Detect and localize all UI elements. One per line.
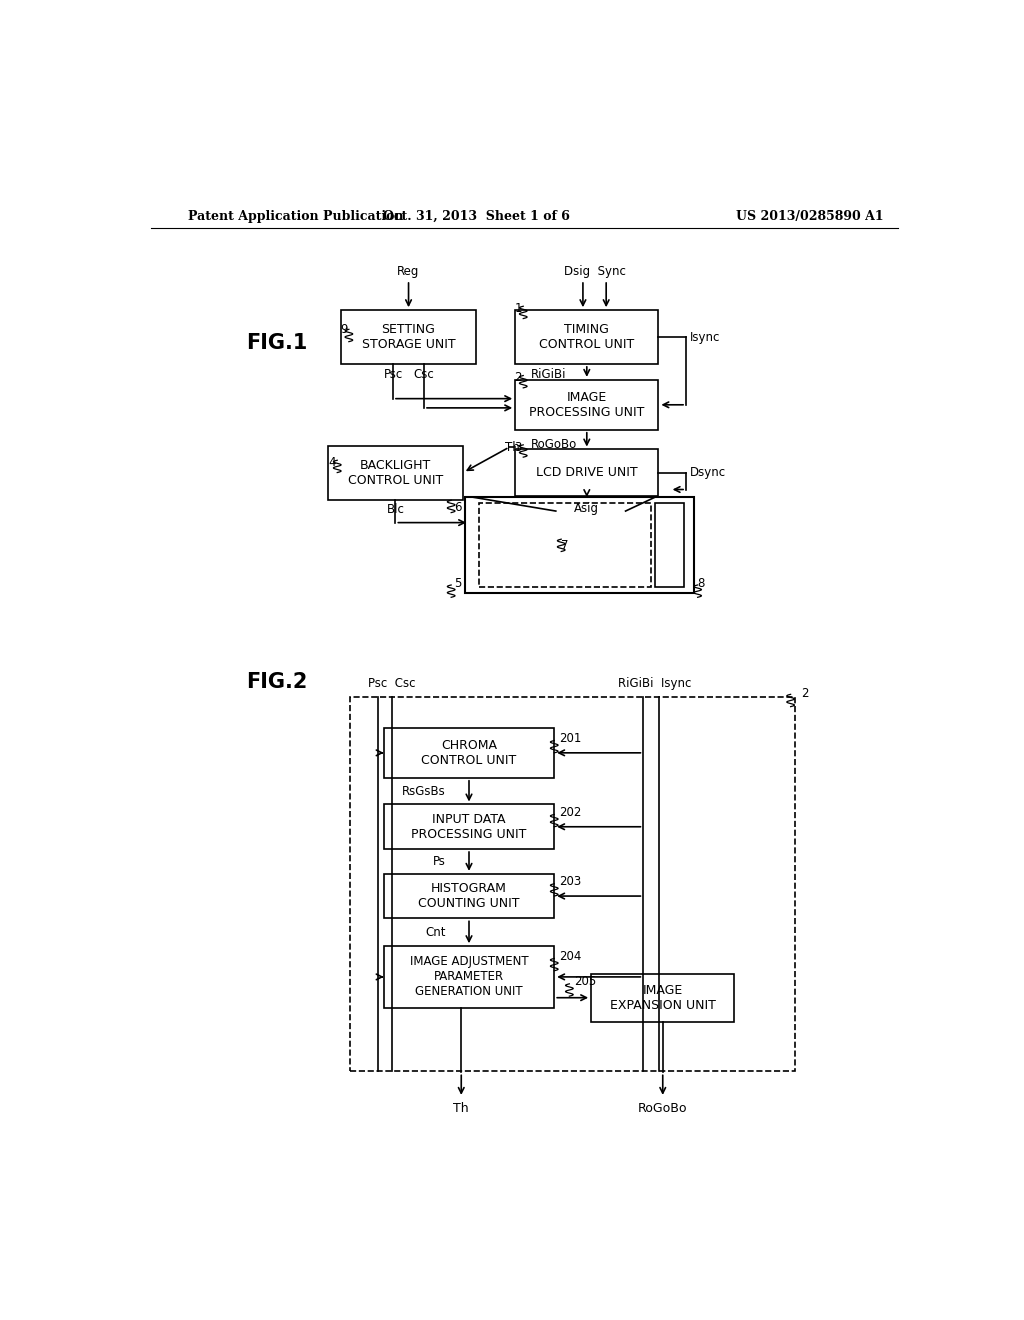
- Text: 204: 204: [559, 950, 582, 964]
- Text: 8: 8: [697, 577, 705, 590]
- Text: 205: 205: [574, 975, 596, 989]
- Bar: [341, 310, 476, 364]
- Bar: [328, 446, 463, 499]
- Text: CHROMA
CONTROL UNIT: CHROMA CONTROL UNIT: [421, 739, 517, 767]
- Text: 1: 1: [514, 302, 521, 315]
- Bar: [479, 503, 651, 587]
- Text: IMAGE ADJUSTMENT
PARAMETER
GENERATION UNIT: IMAGE ADJUSTMENT PARAMETER GENERATION UN…: [410, 956, 528, 998]
- Text: INPUT DATA
PROCESSING UNIT: INPUT DATA PROCESSING UNIT: [412, 813, 526, 841]
- Text: 2: 2: [801, 686, 808, 700]
- Bar: [591, 974, 734, 1022]
- Text: SETTING
STORAGE UNIT: SETTING STORAGE UNIT: [361, 323, 456, 351]
- Text: Oct. 31, 2013  Sheet 1 of 6: Oct. 31, 2013 Sheet 1 of 6: [383, 210, 570, 223]
- Text: FIG.2: FIG.2: [246, 672, 307, 692]
- Text: RiGiBi  Isync: RiGiBi Isync: [618, 677, 691, 689]
- Text: FIG.1: FIG.1: [246, 333, 307, 354]
- Bar: [465, 498, 693, 594]
- Bar: [384, 804, 554, 849]
- Text: Reg: Reg: [397, 265, 420, 277]
- Text: Csc: Csc: [414, 368, 434, 381]
- Text: Ps: Ps: [433, 855, 445, 869]
- Text: 9: 9: [340, 323, 347, 335]
- Text: 2: 2: [514, 371, 521, 384]
- Bar: [350, 697, 795, 1071]
- Text: 6: 6: [454, 502, 461, 513]
- Text: 202: 202: [559, 807, 582, 818]
- Text: RoGoBo: RoGoBo: [531, 438, 578, 451]
- Bar: [384, 874, 554, 919]
- Text: Psc: Psc: [383, 368, 402, 381]
- Text: 7: 7: [561, 539, 569, 552]
- Bar: [384, 946, 554, 1007]
- Bar: [515, 310, 658, 364]
- Text: Asig: Asig: [574, 502, 599, 515]
- Text: Isync: Isync: [690, 330, 720, 343]
- Bar: [655, 503, 684, 587]
- Text: IMAGE
EXPANSION UNIT: IMAGE EXPANSION UNIT: [610, 983, 716, 1011]
- Text: HISTOGRAM
COUNTING UNIT: HISTOGRAM COUNTING UNIT: [418, 882, 520, 909]
- Text: TIMING
CONTROL UNIT: TIMING CONTROL UNIT: [540, 323, 635, 351]
- Text: BACKLIGHT
CONTROL UNIT: BACKLIGHT CONTROL UNIT: [348, 458, 443, 487]
- Text: 5: 5: [454, 577, 461, 590]
- Text: Blc: Blc: [386, 503, 404, 516]
- Bar: [515, 449, 658, 496]
- Bar: [384, 727, 554, 777]
- Text: RoGoBo: RoGoBo: [638, 1102, 687, 1114]
- Text: US 2013/0285890 A1: US 2013/0285890 A1: [736, 210, 884, 223]
- Text: IMAGE
PROCESSING UNIT: IMAGE PROCESSING UNIT: [529, 391, 644, 418]
- Text: RsGsBs: RsGsBs: [402, 784, 445, 797]
- Bar: [515, 380, 658, 430]
- Text: RiGiBi: RiGiBi: [531, 367, 566, 380]
- Text: Psc  Csc: Psc Csc: [368, 677, 416, 689]
- Text: 4: 4: [329, 455, 336, 469]
- Text: Dsync: Dsync: [690, 466, 726, 479]
- Text: 201: 201: [559, 733, 582, 744]
- Text: Cnt: Cnt: [425, 925, 445, 939]
- Text: 3: 3: [514, 441, 521, 454]
- Text: Dsig  Sync: Dsig Sync: [563, 265, 626, 277]
- Text: Th: Th: [454, 1102, 469, 1114]
- Text: LCD DRIVE UNIT: LCD DRIVE UNIT: [536, 466, 638, 479]
- Text: Patent Application Publication: Patent Application Publication: [188, 210, 403, 223]
- Text: 203: 203: [559, 875, 582, 888]
- Text: Th: Th: [505, 441, 519, 454]
